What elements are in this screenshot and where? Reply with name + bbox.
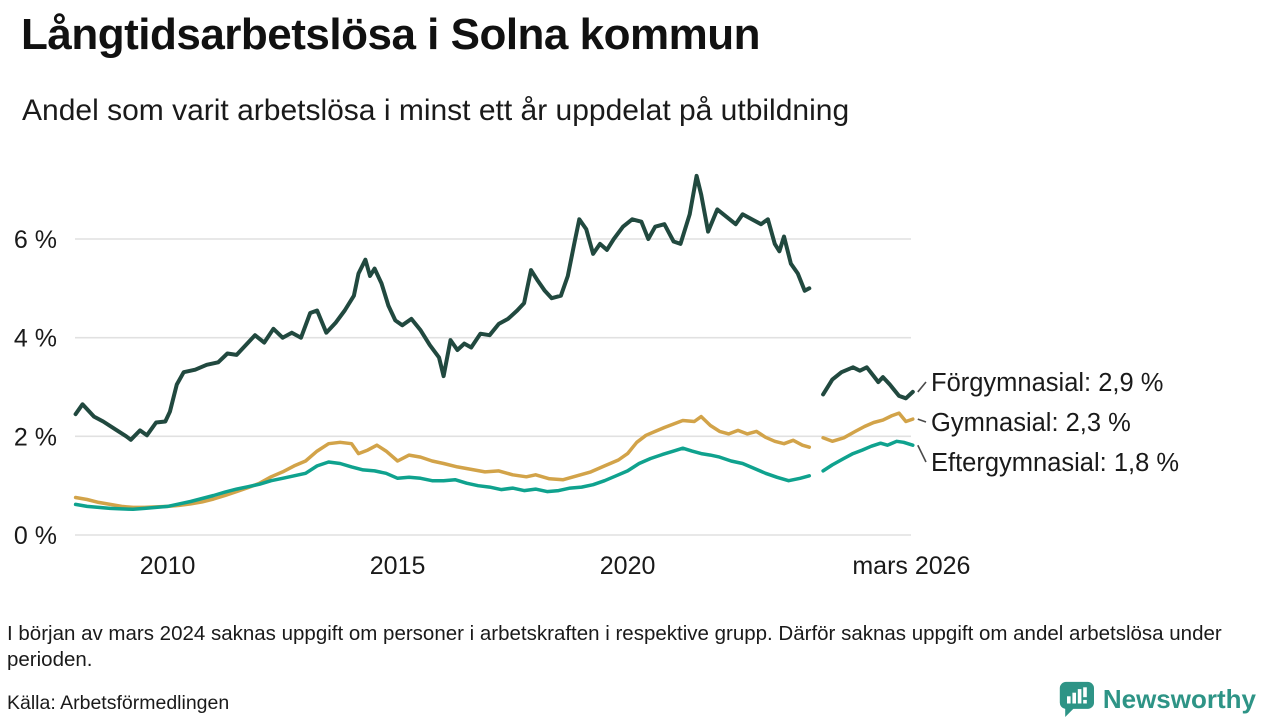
y-tick-label-4: 4 %: [14, 325, 57, 353]
newsworthy-logo: Newsworthy: [1058, 680, 1256, 718]
series-line-gymnasial-segment-2: [821, 411, 915, 444]
x-tick-label-2010: 2010: [140, 552, 196, 580]
y-tick-label-0: 0 %: [14, 522, 57, 550]
footnote: I början av mars 2024 saknas uppgift om …: [7, 622, 1222, 672]
series-line-eftergymnasial-segment-1: [73, 446, 812, 512]
unemployment-line-chart: 0 % 2 % 4 % 6 % 2010 2015 2020 mars 2026 Förgymn…: [14, 173, 1179, 580]
brand-name: Newsworthy: [1102, 683, 1256, 714]
legend-connector-gymnasial: [917, 418, 927, 423]
x-tick-label-2015: 2015: [370, 552, 426, 580]
legend-connector-eftergymnasial: [917, 444, 927, 463]
series-line-eftergymnasial-segment-2: [821, 439, 915, 473]
x-tick-label-2020: 2020: [600, 552, 656, 580]
chart-subtitle: Andel som varit arbetslösa i minst ett å…: [22, 94, 850, 127]
series-line-frgymnasial-segment-2: [821, 365, 915, 401]
series-line-frgymnasial-segment-1: [73, 173, 812, 442]
legend-connector-frgymnasial: [917, 381, 927, 393]
series-line-gymnasial-segment-1: [73, 414, 812, 510]
legend-label-gymnasial: Gymnasial: 2,3 %: [931, 409, 1131, 437]
newsworthy-bars-icon: [1059, 681, 1094, 717]
y-tick-label-2: 2 %: [14, 423, 57, 451]
y-tick-label-6: 6 %: [14, 226, 57, 254]
x-tick-label-mars-2026: mars 2026: [852, 552, 970, 580]
legend-label-eftergymnasial: Eftergymnasial: 1,8 %: [931, 449, 1179, 477]
legend-label-frgymnasial: Förgymnasial: 2,9 %: [931, 369, 1163, 397]
source-label: Källa: Arbetsförmedlingen: [7, 692, 230, 714]
page-title: Långtidsarbetslösa i Solna kommun: [21, 10, 760, 59]
